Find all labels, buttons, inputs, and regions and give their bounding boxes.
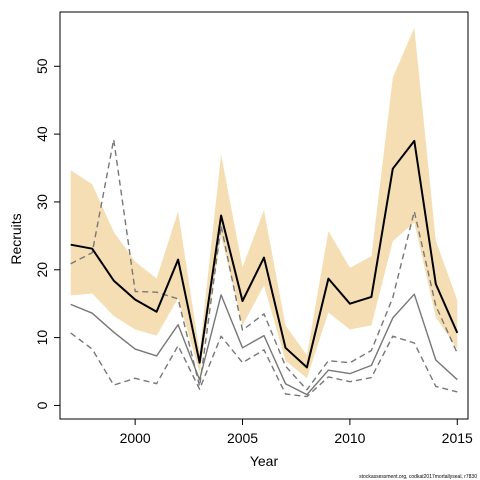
confidence-band: [70, 27, 458, 379]
grey-lower-dashed-line: [70, 332, 458, 398]
x-axis-title: Year: [250, 453, 279, 469]
y-tick-label: 10: [34, 330, 50, 346]
y-tick-label: 40: [34, 126, 50, 142]
y-tick-label: 50: [34, 58, 50, 74]
y-tick-label: 0: [34, 401, 50, 409]
y-axis-title: Recruits: [8, 213, 24, 264]
plot-area: [70, 27, 459, 398]
x-tick-label: 2010: [334, 430, 365, 446]
plot-frame: [59, 11, 469, 420]
y-tick-label: 30: [34, 194, 50, 210]
x-tick-label: 2015: [442, 430, 473, 446]
credit-text: stockassessment.org, codkat2017mortallys…: [359, 474, 477, 480]
x-tick-label: 2005: [227, 430, 258, 446]
main-estimate-line: [70, 139, 459, 369]
y-tick-label: 20: [34, 262, 50, 278]
x-tick-label: 2000: [120, 430, 151, 446]
grey-estimate-line: [70, 293, 458, 396]
grey-upper-dashed-line: [70, 138, 458, 391]
axes: 2000 2005 2010 2015 0 10 20 30 40 50: [34, 11, 473, 446]
